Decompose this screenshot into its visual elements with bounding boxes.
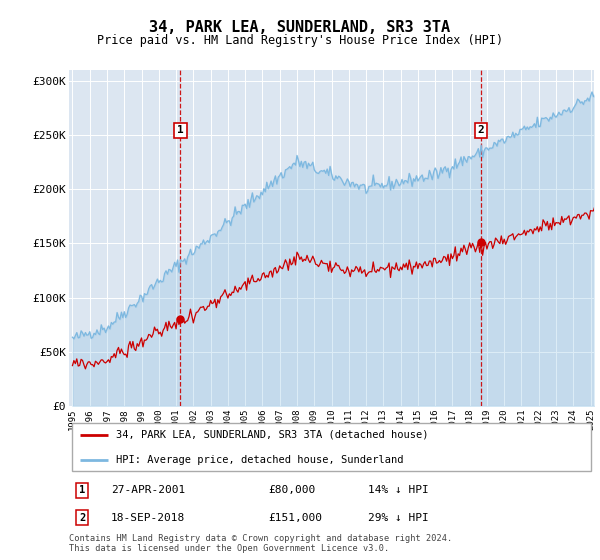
Text: 18-SEP-2018: 18-SEP-2018 bbox=[111, 513, 185, 522]
Text: 27-APR-2001: 27-APR-2001 bbox=[111, 485, 185, 495]
Text: 2: 2 bbox=[478, 125, 485, 136]
Text: 29% ↓ HPI: 29% ↓ HPI bbox=[368, 513, 429, 522]
FancyBboxPatch shape bbox=[71, 423, 592, 470]
Text: 2: 2 bbox=[79, 513, 85, 522]
Text: 1: 1 bbox=[177, 125, 184, 136]
Text: 1: 1 bbox=[79, 485, 85, 495]
Text: 34, PARK LEA, SUNDERLAND, SR3 3TA (detached house): 34, PARK LEA, SUNDERLAND, SR3 3TA (detac… bbox=[116, 430, 429, 440]
Text: HPI: Average price, detached house, Sunderland: HPI: Average price, detached house, Sund… bbox=[116, 455, 404, 465]
Text: Contains HM Land Registry data © Crown copyright and database right 2024.
This d: Contains HM Land Registry data © Crown c… bbox=[69, 534, 452, 553]
Text: 14% ↓ HPI: 14% ↓ HPI bbox=[368, 485, 429, 495]
Text: £80,000: £80,000 bbox=[269, 485, 316, 495]
Text: 34, PARK LEA, SUNDERLAND, SR3 3TA: 34, PARK LEA, SUNDERLAND, SR3 3TA bbox=[149, 20, 451, 35]
Text: £151,000: £151,000 bbox=[269, 513, 323, 522]
Text: Price paid vs. HM Land Registry's House Price Index (HPI): Price paid vs. HM Land Registry's House … bbox=[97, 34, 503, 46]
